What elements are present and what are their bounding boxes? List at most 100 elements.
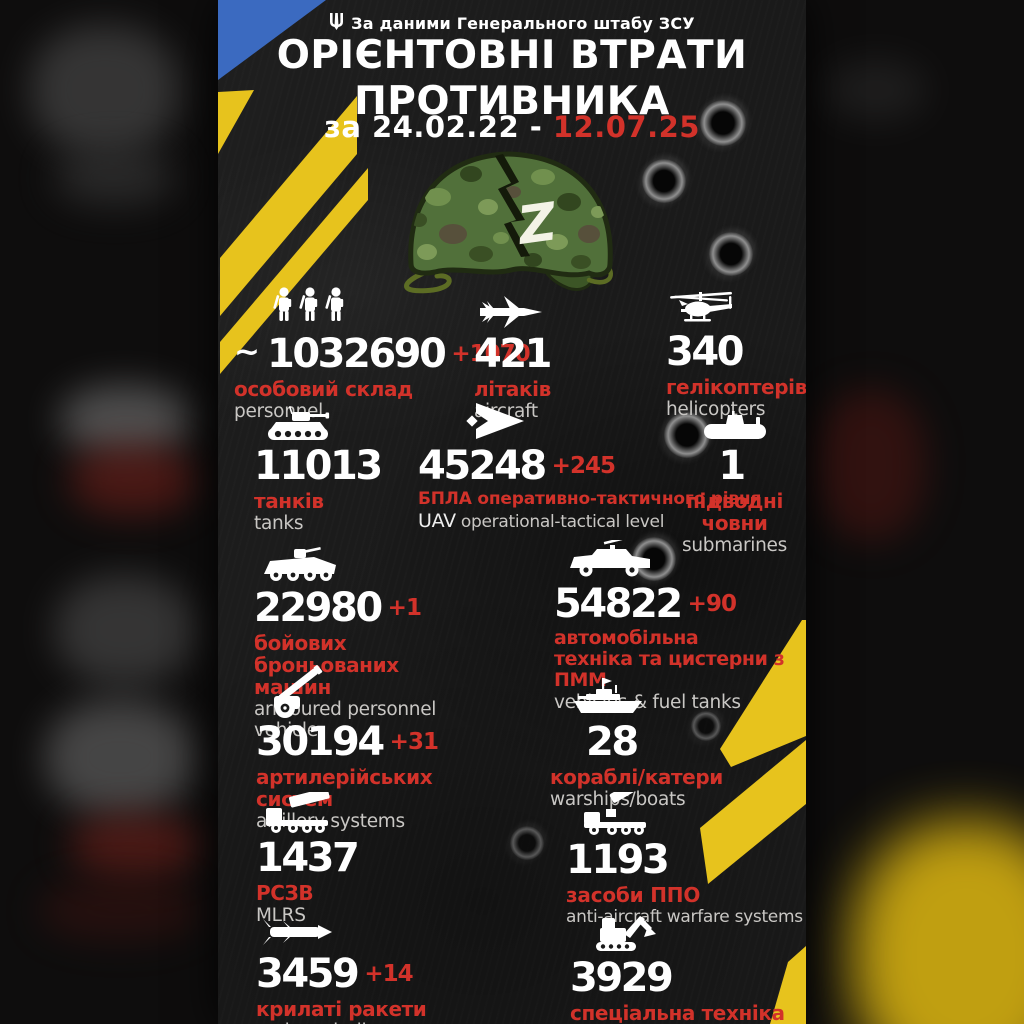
- truck-icon: [554, 536, 804, 582]
- stat-artillery: 30194 +31 артилерійських систем artiller…: [256, 665, 496, 833]
- stat-value: 54822: [554, 581, 683, 627]
- stat-label-ua: підводні човни: [686, 489, 783, 535]
- stat-aircraft: 421 літаків aircraft: [474, 286, 624, 423]
- blur-decoration: [70, 815, 200, 875]
- blur-decoration: [40, 880, 200, 940]
- drone-icon: [418, 398, 668, 444]
- stat-label-ua: літаків: [474, 377, 551, 401]
- blur-decoration: [55, 575, 195, 685]
- blur-decoration: [816, 390, 926, 540]
- stat-delta: +1: [387, 594, 422, 621]
- stat-uav: 45248 +245 БПЛА оперативно-тактичного рі…: [418, 398, 762, 532]
- jet-icon: [474, 286, 624, 332]
- title-line2: ПРОТИВНИКА: [354, 78, 670, 124]
- trident-icon: [329, 12, 344, 35]
- bullet-hole: [691, 711, 721, 741]
- stat-special-equipment: 3929 спеціальна техніка special equipmen…: [570, 906, 806, 1024]
- mlrs-icon: [256, 790, 426, 836]
- blurred-left-margin: [0, 0, 218, 1024]
- stat-value: 3929: [570, 955, 674, 1001]
- stat-label-ua: гелікоптерів: [666, 375, 806, 399]
- submarine-icon: [663, 398, 806, 444]
- stat-helicopters: 340 гелікоптерів helicopters: [666, 284, 806, 421]
- stat-prefix: ~: [234, 333, 260, 370]
- source-label: За даними Генерального штабу ЗСУ: [351, 14, 695, 33]
- date-end: 12.07.25: [552, 110, 700, 144]
- stat-cruise-missiles: 3459 +14 крилаті ракети cruise missiles: [256, 912, 446, 1024]
- stat-label-ua: спеціальна техніка: [570, 1001, 785, 1024]
- title-line1: ОРІЄНТОВНІ ВТРАТИ: [276, 33, 748, 78]
- stat-value: 45248: [418, 443, 547, 489]
- bullet-hole: [700, 100, 746, 146]
- date-range: за 24.02.22 - 12.07.25: [218, 110, 806, 144]
- stat-label-ua: танків: [254, 489, 324, 513]
- stat-mlrs: 1437 РСЗВ MLRS: [256, 790, 426, 927]
- blurred-right-margin: [806, 0, 1024, 1024]
- stat-label-ua: кораблі/катери: [550, 765, 723, 789]
- stat-label-en-rest: operational-tactical level: [460, 511, 665, 532]
- stat-value: 28: [586, 719, 639, 765]
- warship-icon: [550, 668, 760, 720]
- stat-label-en: submarines: [682, 535, 787, 556]
- helicopter-icon: [666, 284, 806, 330]
- blur-decoration: [60, 385, 190, 455]
- blur-decoration: [826, 60, 926, 120]
- stat-value: 1193: [566, 837, 670, 883]
- stat-label-en: UAV operational-tactical level: [418, 509, 668, 532]
- stat-label-ua: БПЛА оперативно-тактичного рівня: [418, 489, 762, 509]
- stat-value: 30194: [256, 719, 385, 765]
- bullet-hole: [642, 159, 686, 203]
- blur-decoration: [30, 25, 180, 155]
- stat-label-ua: автомобільна техніка та цистерни з ПММ: [554, 627, 785, 691]
- stat-label-en: anti-aircraft warfare systems: [566, 907, 803, 927]
- stat-delta: +31: [389, 728, 439, 755]
- stat-label-ua: РСЗВ: [256, 881, 314, 905]
- helmet-illustration: Z: [404, 151, 613, 294]
- stat-label-en: MLRS: [256, 905, 306, 926]
- stat-delta: +90: [687, 590, 737, 617]
- stat-value: 1032690: [266, 331, 447, 377]
- soldiers-icon: [234, 286, 470, 332]
- stat-delta: +245: [551, 452, 616, 479]
- page-title: ОРІЄНТОВНІ ВТРАТИ ПРОТИВНИКА: [218, 33, 806, 124]
- blur-decoration: [55, 150, 175, 205]
- stat-delta: +1070: [451, 340, 530, 367]
- poster-panel: За даними Генерального штабу ЗСУ ОРІЄНТО…: [218, 0, 806, 1024]
- stat-delta: +14: [364, 960, 413, 987]
- blur-decoration: [851, 820, 1024, 1024]
- blur-decoration: [45, 700, 195, 815]
- bullet-hole: [510, 826, 544, 860]
- stat-label-ua: особовий склад: [234, 377, 413, 401]
- stat-label-ua: крилаті ракети: [256, 997, 427, 1021]
- aa-icon: [566, 792, 806, 838]
- source-line: За даними Генерального штабу ЗСУ: [218, 12, 806, 35]
- stat-value: 11013: [254, 443, 383, 489]
- stat-value: 3459: [256, 951, 360, 997]
- stat-label-en: helicopters: [666, 399, 766, 420]
- blur-decoration: [70, 445, 195, 515]
- stat-submarines: 1 підводні човни submarines: [663, 398, 806, 557]
- stat-warships: 28 кораблі/катери warships/boats: [550, 668, 760, 811]
- stat-label-en: cruise missiles: [256, 1021, 446, 1024]
- stat-label-en-abbr: UAV: [418, 509, 456, 532]
- tank-icon: [254, 398, 404, 444]
- stat-value: 1: [718, 443, 746, 489]
- date-start: за 24.02.22 -: [324, 110, 543, 144]
- apc-icon: [254, 540, 494, 586]
- stat-value: 421: [474, 331, 553, 377]
- stat-anti-aircraft: 1193 засоби ППО anti-aircraft warfare sy…: [566, 792, 806, 927]
- stat-value: 340: [666, 329, 745, 375]
- artillery-icon: [256, 665, 496, 720]
- excavator-icon: [570, 906, 806, 956]
- bullet-hole: [664, 412, 710, 458]
- helmet-letter-z: Z: [512, 192, 561, 257]
- flag-stripes-decoration: [218, 0, 806, 1024]
- stat-value: 22980: [254, 585, 383, 631]
- stat-value: 1437: [256, 835, 360, 881]
- bullet-hole: [709, 232, 753, 276]
- stat-label-en: tanks: [254, 513, 304, 534]
- missile-icon: [256, 912, 446, 952]
- stat-tanks: 11013 танків tanks: [254, 398, 404, 535]
- stat-label-ua: засоби ППО: [566, 883, 701, 907]
